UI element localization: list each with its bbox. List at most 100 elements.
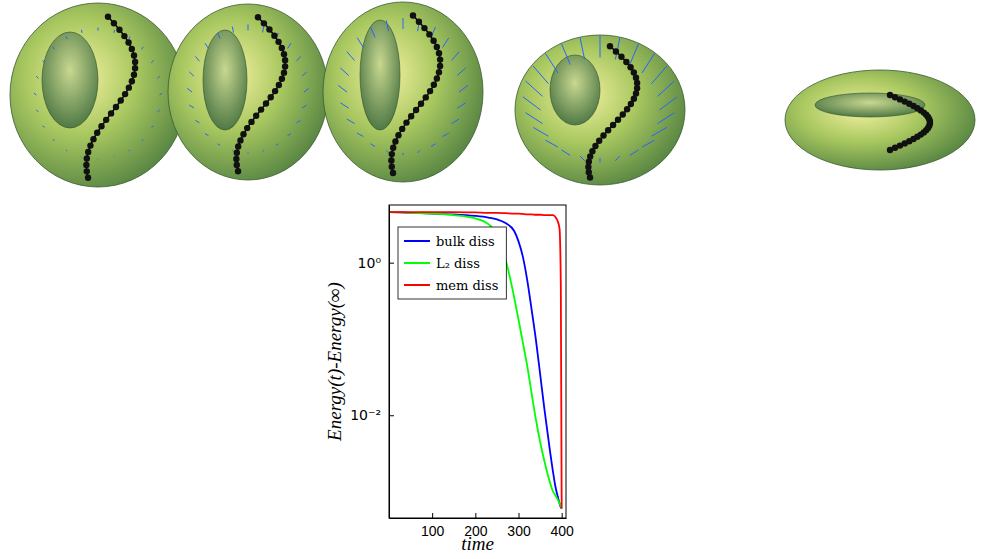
velocity-arrow [113,30,115,33]
velocity-arrow [288,43,291,48]
velocity-arrow [657,81,674,96]
legend-label: mem diss [436,278,498,293]
velocity-arrow [98,158,99,160]
velocity-arrow [443,38,449,48]
legend-entry: L₂ diss [404,256,480,271]
y-axis: 10⁻²10⁰ [350,206,394,519]
velocity-arrow [151,60,153,62]
curve-node [623,59,629,65]
curve-node [234,150,240,156]
legend: bulk diss L₂ diss mem diss [398,227,506,299]
curve-node [596,138,602,144]
curve-node [436,69,442,75]
curve-node [392,138,398,144]
curve-node [131,72,137,78]
velocity-arrow [276,144,278,146]
x-tick-label: 300 [507,523,531,539]
curve-node [633,75,639,81]
y-axis-line [389,206,390,519]
curve-node [108,110,114,116]
curve-node [111,20,117,26]
velocity-arrow [302,72,307,76]
curve-node [282,57,288,63]
velocity-arrow [43,60,45,62]
curve-node [431,82,437,88]
curve-node [125,39,131,45]
velocity-arrow [580,156,585,161]
curve-node [276,82,282,88]
y-axis-title: Energy(t)-Energy(∞) [324,282,346,442]
legend-label: L₂ diss [436,256,480,271]
surface-cavity [550,55,600,125]
curve-node [427,88,433,94]
curve-node [268,94,274,100]
curve-node [390,145,396,151]
curve-node [388,157,394,163]
surface [785,70,975,170]
curve-node [105,14,111,20]
curve-node [98,123,104,129]
velocity-arrow [600,36,601,58]
plot-frame [389,205,566,518]
velocity-arrow [660,97,678,110]
curve-node [258,106,264,112]
x-tick: 100 [421,513,445,539]
curve [890,95,930,150]
velocity-arrow [526,81,543,96]
velocity-arrow [386,151,388,153]
legend-label: bulk diss [436,234,495,249]
velocity-arrow [304,88,309,92]
velocity-arrow [43,126,45,127]
surface-body [10,3,186,187]
y-tick: 10⁻² [350,407,394,423]
velocity-arrow [403,18,404,29]
curve-node [615,117,621,123]
velocity-arrow [357,38,363,48]
curve-node [390,170,396,176]
velocity-arrow [218,33,220,39]
curve-node [437,63,443,69]
curve-node [600,132,606,138]
curve-node [129,46,135,52]
curve-node [613,48,619,54]
velocity-arrow [98,28,99,31]
curve-node [83,162,89,168]
curve-node [233,156,239,162]
curve-node [131,52,137,58]
curve-node [389,151,395,157]
curve-node [235,143,241,149]
velocity-arrow [533,66,548,84]
curve-node [272,88,278,94]
curve-node [281,69,287,75]
velocity-arrow [158,110,160,111]
curve-node [90,136,96,142]
surface-cavity [815,93,925,117]
velocity-arrow [457,68,466,76]
curve-node [94,130,100,136]
curve-node [434,44,440,50]
curve-node [395,132,401,138]
curve-node [234,162,240,168]
curve-node [244,125,250,131]
curve-node [85,175,91,181]
curve-node [430,38,436,44]
legend-entry: mem diss [404,278,498,293]
x-tick-mark [432,513,433,518]
x-tick: 300 [507,513,531,539]
velocity-arrow [248,24,249,30]
curve-node [121,33,127,39]
velocity-arrow [129,36,130,39]
curve-node [436,50,442,56]
velocity-arrow [262,150,263,151]
curve-node [426,31,432,37]
velocity-arrow [600,158,601,162]
velocity-arrow [36,76,38,78]
velocity-arrow [371,144,375,147]
curve-node [610,122,616,128]
velocity-arrow [657,113,674,124]
velocity-arrow [580,38,585,60]
curve-node [887,147,893,153]
curve-node [605,127,611,133]
curve [86,17,135,178]
curve-node [237,137,243,143]
